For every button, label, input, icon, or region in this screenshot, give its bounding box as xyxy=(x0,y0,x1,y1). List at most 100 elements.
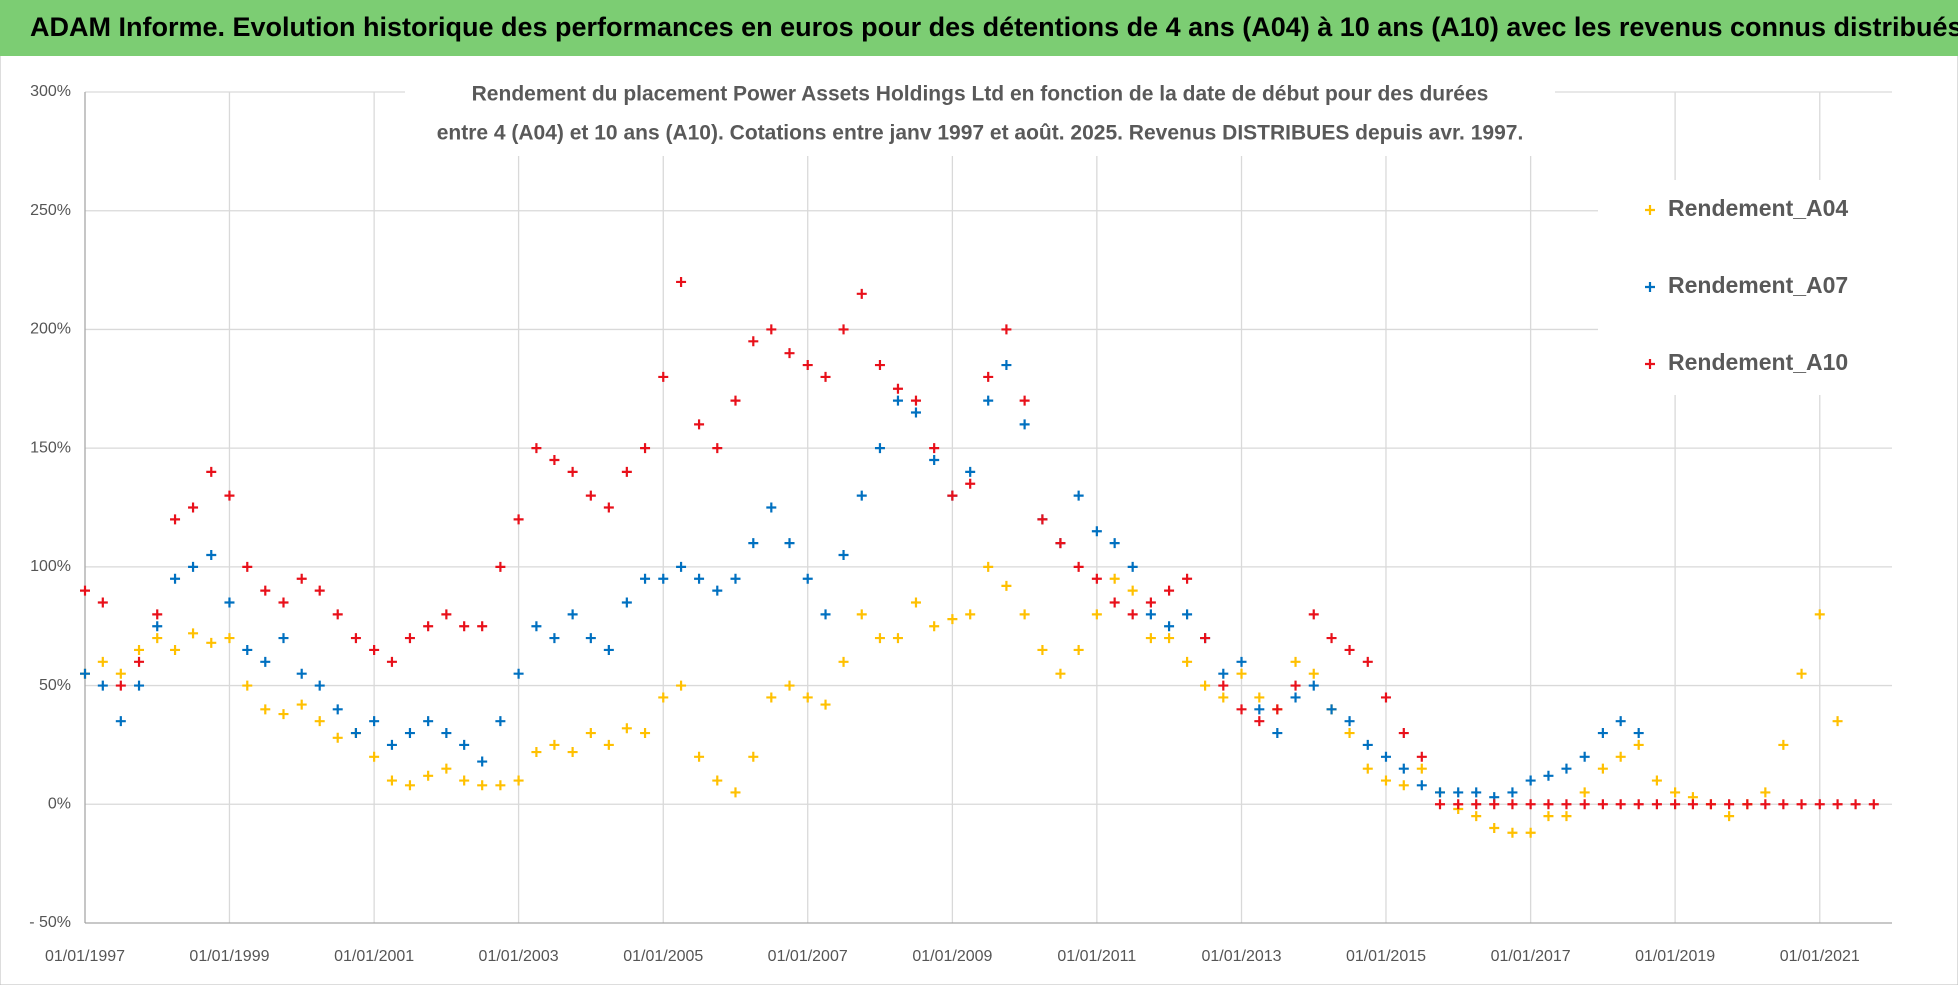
y-tick-label: 100% xyxy=(30,558,71,575)
point xyxy=(603,739,614,750)
point xyxy=(1525,799,1536,810)
point xyxy=(983,371,994,382)
point xyxy=(404,780,415,791)
point xyxy=(1796,799,1807,810)
point xyxy=(567,747,578,758)
point xyxy=(1561,811,1572,822)
point xyxy=(350,633,361,644)
point xyxy=(1579,787,1590,798)
point xyxy=(1344,716,1355,727)
point xyxy=(1182,573,1193,584)
point xyxy=(1164,633,1175,644)
point xyxy=(188,502,199,513)
point xyxy=(369,751,380,762)
point xyxy=(1543,811,1554,822)
point xyxy=(1380,692,1391,703)
x-tick-label: 01/01/2007 xyxy=(768,948,848,965)
point xyxy=(983,561,994,572)
point xyxy=(495,561,506,572)
legend-marker xyxy=(1645,205,1655,215)
point xyxy=(152,633,163,644)
point xyxy=(1127,609,1138,620)
point xyxy=(820,609,831,620)
point xyxy=(1416,780,1427,791)
point xyxy=(1525,775,1536,786)
point xyxy=(1200,633,1211,644)
point xyxy=(477,621,488,632)
point xyxy=(332,704,343,715)
point xyxy=(712,775,723,786)
point xyxy=(1290,656,1301,667)
point xyxy=(115,716,126,727)
point xyxy=(1254,692,1265,703)
point xyxy=(748,538,759,549)
point xyxy=(1398,728,1409,739)
legend-marker xyxy=(1645,282,1655,292)
point xyxy=(694,419,705,430)
point xyxy=(712,443,723,454)
point xyxy=(766,324,777,335)
point xyxy=(965,478,976,489)
point xyxy=(1814,609,1825,620)
point xyxy=(1145,633,1156,644)
point xyxy=(965,466,976,477)
point xyxy=(549,455,560,466)
point xyxy=(1471,787,1482,798)
point xyxy=(603,502,614,513)
point xyxy=(1164,621,1175,632)
point xyxy=(97,656,108,667)
point xyxy=(1236,668,1247,679)
point xyxy=(1724,811,1735,822)
x-tick-label: 01/01/2017 xyxy=(1491,948,1571,965)
point xyxy=(152,609,163,620)
point xyxy=(170,644,181,655)
point xyxy=(694,573,705,584)
point xyxy=(585,490,596,501)
point xyxy=(423,770,434,781)
point xyxy=(621,723,632,734)
point xyxy=(1615,799,1626,810)
point xyxy=(1525,827,1536,838)
point xyxy=(1344,728,1355,739)
x-tick-label: 01/01/2015 xyxy=(1346,948,1426,965)
point xyxy=(694,751,705,762)
point xyxy=(1254,704,1265,715)
point xyxy=(459,739,470,750)
point xyxy=(242,644,253,655)
point xyxy=(278,633,289,644)
point xyxy=(1380,775,1391,786)
point xyxy=(748,336,759,347)
point xyxy=(404,633,415,644)
x-tick-label: 01/01/1999 xyxy=(189,948,269,965)
point xyxy=(1037,644,1048,655)
point xyxy=(242,561,253,572)
point xyxy=(1344,644,1355,655)
legend-label: Rendement_A04 xyxy=(1668,195,1848,221)
point xyxy=(965,609,976,620)
point xyxy=(1615,751,1626,762)
point xyxy=(531,747,542,758)
x-tick-label: 01/01/2019 xyxy=(1635,948,1715,965)
point xyxy=(621,466,632,477)
point xyxy=(892,633,903,644)
header-band xyxy=(0,0,1958,56)
point xyxy=(1398,763,1409,774)
point xyxy=(1416,763,1427,774)
point xyxy=(820,371,831,382)
point xyxy=(1055,668,1066,679)
point xyxy=(856,490,867,501)
point xyxy=(495,716,506,727)
point xyxy=(1254,716,1265,727)
point xyxy=(1489,823,1500,834)
point xyxy=(1200,680,1211,691)
point xyxy=(513,668,524,679)
point xyxy=(97,597,108,608)
legend: Rendement_A04 Rendement_A07 Rendement_A10 xyxy=(1645,195,1848,375)
point xyxy=(1218,668,1229,679)
point xyxy=(1236,704,1247,715)
point xyxy=(1073,561,1084,572)
point xyxy=(260,585,271,596)
point xyxy=(874,633,885,644)
point xyxy=(278,597,289,608)
point xyxy=(549,739,560,750)
